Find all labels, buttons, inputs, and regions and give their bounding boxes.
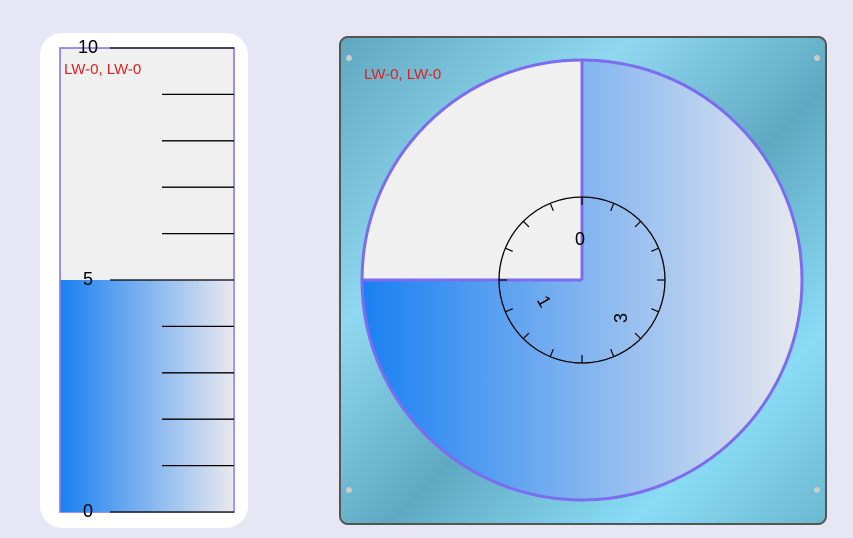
screw (814, 487, 820, 493)
dial-tick (610, 203, 615, 211)
bar-fill (60, 280, 234, 512)
screw (346, 55, 352, 61)
dial-label: 0 (575, 229, 585, 249)
dial-tick (549, 203, 554, 211)
tick-label: 10 (78, 37, 98, 57)
dial-tick (634, 332, 642, 340)
dial-tick (549, 349, 554, 357)
dial-tick (505, 247, 513, 252)
screw (346, 487, 352, 493)
bar-label: LW-0, LW-0 (64, 61, 141, 78)
screw (814, 55, 820, 61)
dial-tick (634, 220, 642, 228)
dial-label: 3 (611, 313, 631, 323)
dial-tick (522, 220, 530, 228)
tick-label: 5 (83, 269, 93, 289)
circle-label: LW-0, LW-0 (364, 66, 441, 83)
bar-meter: 0 5 10 LW-0, LW-0 (40, 33, 248, 528)
dial-tick (610, 349, 615, 357)
tick-label: 0 (83, 501, 93, 521)
dial-tick (505, 308, 513, 313)
dial-tick (651, 247, 659, 252)
dial-tick (651, 308, 659, 313)
dial-tick (522, 332, 530, 340)
